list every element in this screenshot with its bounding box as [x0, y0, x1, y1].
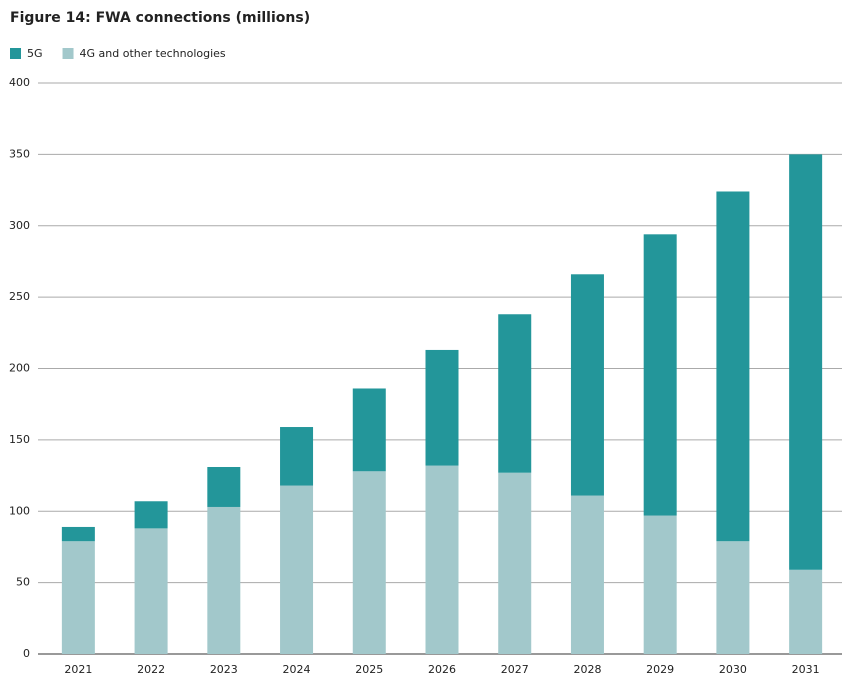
- bar-segment: [570, 274, 604, 496]
- bar-segment: [425, 465, 459, 654]
- legend-swatch: [10, 48, 21, 59]
- bar-segment: [352, 471, 386, 654]
- bar-segment: [352, 388, 386, 472]
- y-tick-label: 100: [9, 504, 30, 517]
- x-tick-label: 2030: [719, 663, 747, 676]
- bar-segment: [280, 427, 314, 486]
- x-tick-label: 2022: [137, 663, 165, 676]
- legend-swatch: [62, 48, 74, 59]
- bar-segment: [789, 154, 823, 570]
- y-tick-label: 150: [9, 433, 30, 446]
- x-tick-label: 2028: [573, 663, 601, 676]
- y-tick-label: 250: [9, 290, 30, 303]
- y-tick-label: 200: [9, 362, 30, 375]
- legend-label: 4G and other technologies: [80, 47, 226, 60]
- y-tick-label: 0: [23, 647, 30, 660]
- y-tick-label: 300: [9, 219, 30, 232]
- bar-segment: [280, 485, 314, 654]
- x-tick-label: 2031: [792, 663, 820, 676]
- x-tick-label: 2025: [355, 663, 383, 676]
- bar-segment: [789, 569, 823, 654]
- bar-segment: [425, 349, 459, 466]
- bar-segment: [207, 506, 241, 654]
- bar-segment: [716, 541, 750, 654]
- x-tick-label: 2021: [64, 663, 92, 676]
- x-tick-label: 2024: [283, 663, 311, 676]
- bar-segment: [61, 526, 95, 542]
- bar-segment: [716, 191, 750, 542]
- chart-title: Figure 14: FWA connections (millions): [10, 10, 310, 26]
- bar-segment: [207, 466, 241, 507]
- bar-segment: [498, 314, 532, 473]
- bar-segment: [643, 234, 677, 516]
- y-tick-label: 50: [16, 576, 30, 589]
- bar-segment: [498, 472, 532, 654]
- bar-segment: [134, 501, 168, 529]
- x-tick-label: 2023: [210, 663, 238, 676]
- bar-segment: [134, 528, 168, 654]
- bar-segment: [61, 541, 95, 654]
- x-tick-label: 2026: [428, 663, 456, 676]
- bar-segment: [643, 515, 677, 654]
- y-tick-label: 400: [9, 76, 30, 89]
- bar-segment: [570, 495, 604, 654]
- legend-label: 5G: [27, 47, 43, 60]
- x-tick-label: 2029: [646, 663, 674, 676]
- y-tick-label: 350: [9, 147, 30, 160]
- x-tick-label: 2027: [501, 663, 529, 676]
